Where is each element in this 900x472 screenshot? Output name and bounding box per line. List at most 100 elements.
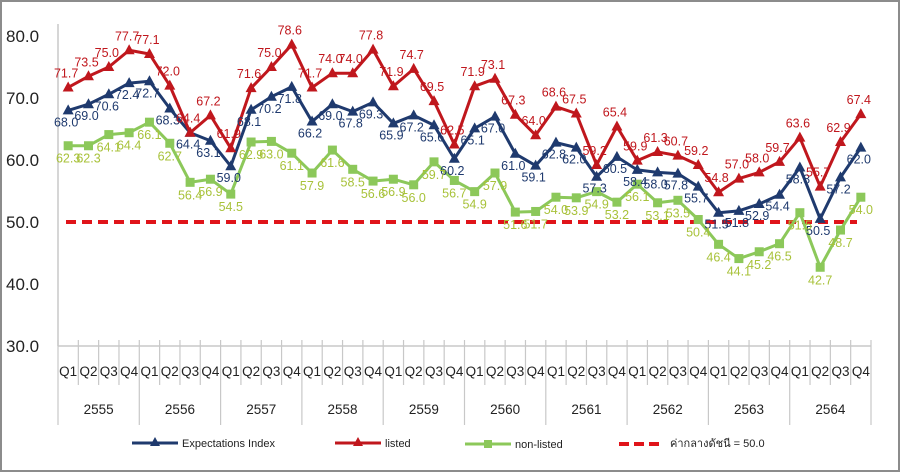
- data-label: 51.6: [503, 218, 527, 232]
- data-point: [855, 141, 867, 152]
- y-tick-label: 30.0: [6, 337, 39, 356]
- series-listed: [62, 38, 867, 197]
- data-point: [367, 96, 379, 107]
- data-point: [204, 109, 216, 120]
- data-point: [509, 147, 521, 158]
- legend-label-expectations: Expectations Index: [182, 438, 275, 450]
- data-label: 46.4: [706, 250, 730, 264]
- data-point: [104, 130, 114, 140]
- data-label: 51.5: [788, 219, 812, 233]
- data-point: [103, 88, 115, 99]
- data-point: [62, 104, 74, 115]
- data-point: [307, 168, 317, 178]
- data-label: 65.9: [379, 128, 403, 142]
- data-label: 61.9: [217, 127, 241, 141]
- quarter-label: Q1: [466, 364, 484, 379]
- data-label: 73.1: [481, 58, 505, 72]
- data-label: 54.9: [584, 198, 608, 212]
- series-line: [68, 120, 863, 269]
- data-label: 54.4: [765, 200, 789, 214]
- data-label: 70.6: [95, 99, 119, 113]
- data-label: 68.1: [237, 115, 261, 129]
- data-point: [774, 188, 786, 199]
- data-point: [714, 239, 724, 249]
- legend-item-listed: listed: [335, 437, 411, 450]
- data-label: 74.0: [339, 52, 363, 66]
- data-point: [530, 159, 542, 170]
- data-point: [143, 47, 155, 58]
- series-group: [62, 38, 867, 272]
- y-tick-label: 80.0: [6, 27, 39, 46]
- data-point: [225, 160, 237, 171]
- data-point: [164, 79, 176, 90]
- data-point: [611, 150, 623, 161]
- data-label: 67.5: [562, 93, 586, 107]
- data-point: [855, 108, 867, 119]
- data-label: 53.2: [605, 208, 629, 222]
- data-label: 77.7: [115, 29, 139, 43]
- quarter-label: Q2: [242, 364, 260, 379]
- data-point: [814, 212, 826, 223]
- data-label: 57.0: [725, 158, 749, 172]
- data-point: [489, 110, 501, 121]
- data-point: [632, 179, 642, 189]
- year-label: 2560: [490, 402, 520, 417]
- triangle-marker-icon: [353, 437, 363, 446]
- data-point: [591, 170, 603, 181]
- series-expectations-index: [62, 75, 867, 223]
- data-label: 71.7: [54, 66, 78, 80]
- data-point: [509, 108, 521, 119]
- data-label: 61.1: [280, 159, 304, 173]
- data-point: [734, 254, 744, 264]
- quarter-label: Q3: [262, 364, 280, 379]
- data-point: [245, 82, 257, 93]
- data-point: [62, 81, 74, 92]
- data-point: [367, 43, 379, 54]
- data-point: [551, 192, 561, 202]
- data-label: 70.2: [257, 102, 281, 116]
- data-point: [490, 168, 500, 178]
- data-label: 52.9: [745, 209, 769, 223]
- data-point: [835, 136, 847, 147]
- data-point: [185, 177, 195, 187]
- data-point: [205, 174, 215, 184]
- quarter-label: Q2: [323, 364, 341, 379]
- data-label: 55.7: [684, 192, 708, 206]
- data-point: [530, 129, 542, 140]
- data-label: 68.0: [54, 115, 78, 129]
- data-label: 67.3: [501, 94, 525, 108]
- data-label: 56.9: [381, 185, 405, 199]
- data-point: [814, 180, 826, 191]
- data-label: 61.0: [501, 159, 525, 173]
- data-label: 62.9: [239, 148, 263, 162]
- year-label: 2555: [84, 402, 114, 417]
- data-label: 74.7: [400, 48, 424, 62]
- data-point: [306, 81, 318, 92]
- data-label: 54.0: [849, 203, 873, 217]
- legend-label-non-listed: non-listed: [515, 439, 563, 451]
- data-point: [245, 103, 257, 114]
- data-point: [692, 158, 704, 169]
- data-point: [286, 80, 298, 91]
- data-label: 59.1: [521, 171, 545, 185]
- data-label: 55.7: [806, 166, 830, 180]
- quarter-label: Q3: [750, 364, 768, 379]
- quarter-label: Q3: [506, 364, 524, 379]
- data-point: [531, 206, 541, 216]
- year-label: 2564: [815, 402, 846, 417]
- data-labels: 68.069.070.672.472.768.364.463.159.068.1…: [54, 24, 873, 288]
- data-label: 65.1: [460, 133, 484, 147]
- data-label: 75.0: [95, 46, 119, 60]
- data-label: 58.8: [786, 172, 810, 186]
- data-point: [592, 187, 602, 197]
- quarter-label: Q2: [161, 364, 179, 379]
- data-point: [653, 198, 663, 208]
- data-label: 58.0: [745, 151, 769, 165]
- data-point: [570, 107, 582, 118]
- data-point: [123, 77, 135, 88]
- data-label: 54.0: [544, 203, 568, 217]
- data-label: 65.6: [420, 130, 444, 144]
- data-label: 64.4: [117, 139, 141, 153]
- data-label: 59.7: [765, 141, 789, 155]
- data-point: [794, 131, 806, 142]
